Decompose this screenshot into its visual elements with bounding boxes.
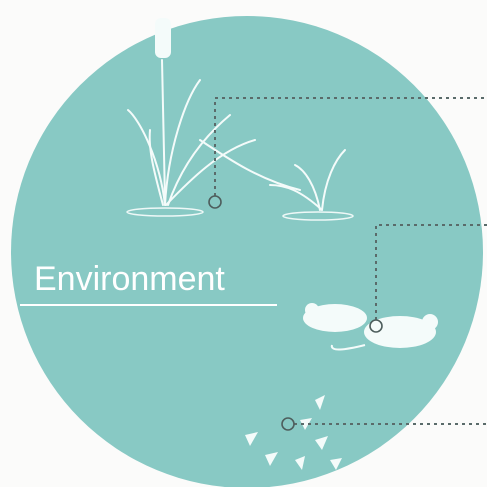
page: Environment (() => { const data = JSON.p… [0, 0, 487, 487]
environment-disc [11, 16, 483, 487]
environment-label: Environment [34, 260, 225, 298]
illustration: Environment [0, 0, 487, 487]
